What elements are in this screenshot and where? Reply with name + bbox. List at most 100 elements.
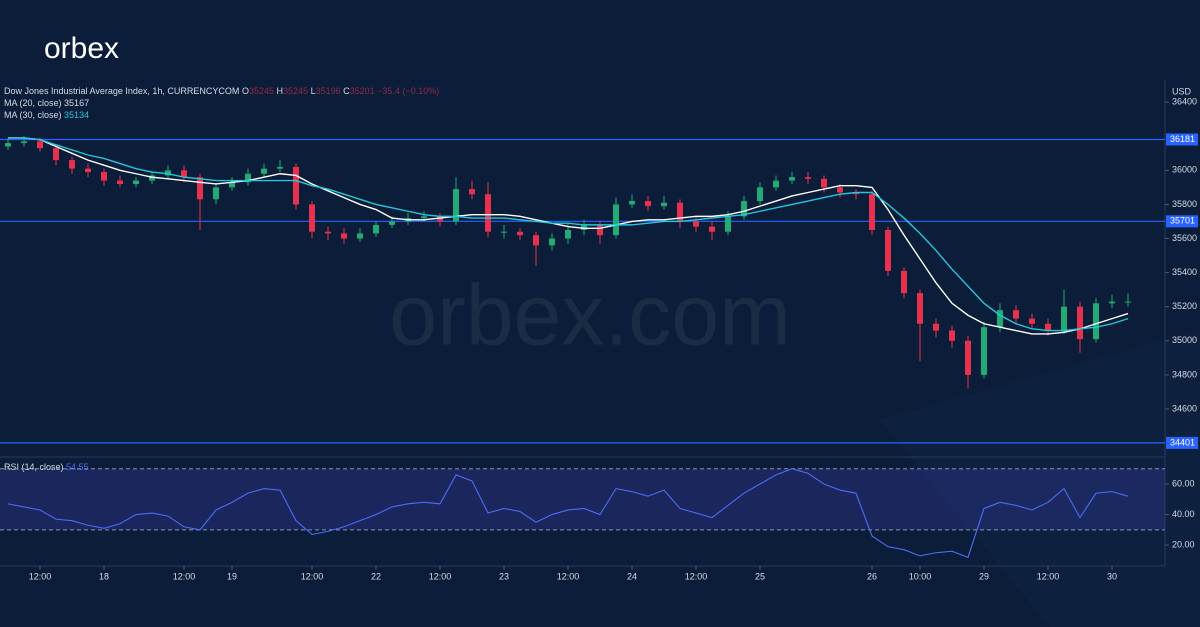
candle-body (949, 330, 955, 341)
candle-body (853, 192, 859, 195)
rsi-line (7, 468, 1129, 559)
candle-body (597, 224, 603, 236)
x-tick-label: 12:00 (301, 571, 324, 581)
legend-entry: MA (30, close) 35134 (4, 110, 89, 120)
candle-body (741, 201, 747, 217)
candle-body (613, 204, 619, 236)
level-tag (1166, 436, 1198, 449)
candle-body (181, 170, 187, 178)
candle-body (37, 141, 43, 149)
watermark: orbex.com (389, 268, 791, 364)
candle-body (421, 216, 427, 219)
x-tick-label: 18 (99, 571, 109, 581)
candle-body (293, 166, 299, 205)
candle-body (1077, 306, 1083, 340)
legend-value: 35167 (64, 98, 89, 108)
candle-body (213, 187, 219, 200)
ohlc-label: H (277, 86, 284, 96)
candle-body (1093, 303, 1099, 340)
candle-body (469, 189, 475, 195)
candle-body (677, 202, 683, 222)
candle-body (885, 230, 891, 271)
x-tick-label: 25 (755, 571, 765, 581)
legend-name: RSI (14, close) (4, 462, 64, 472)
x-tick-label: 29 (979, 571, 989, 581)
candle-body (229, 182, 235, 188)
rsi-band (0, 468, 1165, 530)
ma-line (8, 137, 1129, 332)
change: −35.4 (−0.10%) (377, 86, 439, 96)
candle-body (309, 204, 315, 232)
level-tag (1166, 215, 1198, 228)
symbol-title: Dow Jones Industrial Average Index, 1h, … (4, 86, 239, 96)
ma-line (8, 137, 1129, 335)
candle-body (501, 231, 507, 233)
logo: orbex (44, 32, 119, 65)
y-tick-label: 36400 (1172, 97, 1197, 107)
candle-body (805, 177, 811, 179)
candle-body (933, 323, 939, 331)
y-tick-label: 35200 (1172, 301, 1197, 311)
candle-body (725, 216, 731, 232)
ohlc-value: 35245 (283, 86, 308, 96)
level-label: 34401 (1170, 437, 1195, 447)
ohlc-label: L (311, 86, 316, 96)
legend-value: 54.55 (66, 462, 89, 472)
candle-body (437, 216, 443, 222)
candle-body (869, 194, 875, 230)
candle-body (21, 141, 27, 144)
y-tick-label: 36000 (1172, 165, 1197, 175)
candle-body (133, 180, 139, 184)
x-tick-label: 12:00 (557, 571, 580, 581)
legend-name: MA (30, close) (4, 110, 62, 120)
candle-body (645, 201, 651, 207)
rsi-legend: RSI (14, close) 54.55 (4, 462, 89, 472)
x-tick-label: 12:00 (685, 571, 708, 581)
level-label: 35701 (1170, 216, 1195, 226)
candle-body (325, 231, 331, 234)
y-tick-label: 40.00 (1172, 509, 1195, 519)
candle-body (709, 226, 715, 232)
candle-body (517, 231, 523, 236)
candle-body (917, 293, 923, 324)
x-tick-label: 26 (867, 571, 877, 581)
x-tick-label: 12:00 (29, 571, 52, 581)
candle-body (453, 189, 459, 222)
candle-body (389, 221, 395, 225)
y-tick-label: 35000 (1172, 335, 1197, 345)
candle-body (789, 177, 795, 181)
candle-body (821, 178, 827, 188)
y-tick-label: 20.00 (1172, 540, 1195, 550)
x-tick-label: 30 (1107, 571, 1117, 581)
candle-body (901, 270, 907, 294)
x-tick-label: 19 (227, 571, 237, 581)
candle-body (837, 187, 843, 193)
legend-name: MA (20, close) (4, 98, 62, 108)
legend-entry: MA (20, close) 35167 (4, 98, 89, 108)
y-tick-label: 35800 (1172, 199, 1197, 209)
candle-body (1029, 318, 1035, 324)
candle-body (149, 175, 155, 181)
candle-body (277, 166, 283, 169)
ohlc-label: O (242, 86, 249, 96)
candle-body (373, 224, 379, 234)
ohlc-label: C (343, 86, 350, 96)
x-tick-label: 23 (499, 571, 509, 581)
candle-body (1013, 310, 1019, 319)
candle-body (165, 170, 171, 176)
candle-body (261, 168, 267, 174)
candle-body (1045, 323, 1051, 331)
candle-body (101, 172, 107, 181)
candle-body (85, 168, 91, 173)
candle-body (341, 233, 347, 239)
ohlc-value: 35196 (316, 86, 341, 96)
y-tick-label: 35600 (1172, 233, 1197, 243)
x-tick-label: 12:00 (1037, 571, 1060, 581)
candle-body (565, 230, 571, 239)
candle-body (1125, 301, 1131, 303)
level-label: 36181 (1170, 134, 1195, 144)
y-tick-label: 35400 (1172, 267, 1197, 277)
candle-body (533, 235, 539, 246)
x-tick-label: 10:00 (909, 571, 932, 581)
candle-body (629, 201, 635, 205)
